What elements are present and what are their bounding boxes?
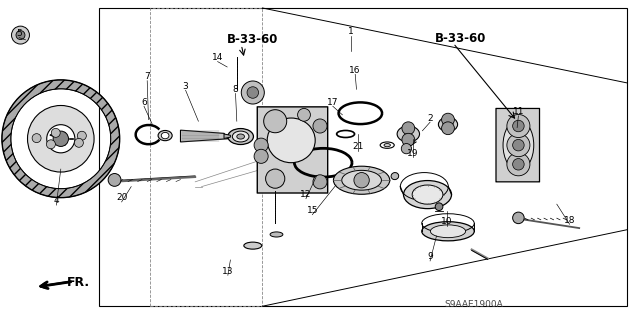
- Ellipse shape: [438, 117, 458, 132]
- Text: 5: 5: [17, 29, 22, 38]
- Text: 2: 2: [428, 114, 433, 122]
- Text: 20: 20: [116, 193, 127, 202]
- Circle shape: [12, 26, 29, 44]
- Circle shape: [47, 140, 56, 149]
- Ellipse shape: [503, 120, 534, 171]
- Ellipse shape: [237, 134, 244, 139]
- Ellipse shape: [397, 126, 420, 142]
- Text: 19: 19: [407, 149, 419, 158]
- Text: 15: 15: [307, 206, 318, 215]
- Circle shape: [16, 31, 25, 40]
- Bar: [99, 8, 627, 306]
- Circle shape: [354, 173, 369, 188]
- Text: 10: 10: [441, 217, 452, 226]
- Circle shape: [402, 122, 415, 135]
- Text: 1: 1: [348, 27, 353, 36]
- Circle shape: [108, 174, 121, 186]
- Text: 11: 11: [513, 107, 524, 116]
- Circle shape: [513, 120, 524, 132]
- Circle shape: [507, 134, 530, 157]
- Circle shape: [254, 138, 268, 152]
- FancyBboxPatch shape: [496, 108, 540, 182]
- Ellipse shape: [333, 166, 390, 194]
- Text: 9: 9: [428, 252, 433, 261]
- Circle shape: [507, 153, 530, 176]
- Circle shape: [247, 87, 259, 98]
- FancyBboxPatch shape: [257, 107, 328, 193]
- Circle shape: [401, 144, 412, 154]
- Polygon shape: [180, 130, 228, 142]
- Text: 13: 13: [222, 267, 234, 276]
- Circle shape: [435, 203, 443, 211]
- Ellipse shape: [342, 170, 381, 190]
- Text: B-33-60: B-33-60: [435, 32, 486, 45]
- Circle shape: [513, 159, 524, 170]
- Text: FR.: FR.: [67, 276, 90, 289]
- Circle shape: [28, 106, 94, 172]
- Circle shape: [402, 133, 415, 146]
- Text: 14: 14: [212, 53, 223, 62]
- Ellipse shape: [161, 132, 169, 139]
- Circle shape: [77, 131, 86, 140]
- Text: 6: 6: [141, 98, 147, 107]
- Polygon shape: [224, 134, 230, 138]
- Circle shape: [266, 169, 285, 188]
- Text: 21: 21: [353, 142, 364, 151]
- Ellipse shape: [430, 225, 466, 238]
- Text: 4: 4: [54, 197, 59, 205]
- Text: 17: 17: [327, 98, 339, 107]
- Circle shape: [51, 128, 60, 137]
- Circle shape: [32, 134, 41, 143]
- Bar: [150, 8, 262, 306]
- Text: 12: 12: [300, 190, 312, 199]
- Text: 7: 7: [145, 72, 150, 81]
- Ellipse shape: [228, 129, 253, 145]
- Circle shape: [442, 122, 454, 135]
- Ellipse shape: [404, 181, 452, 209]
- Circle shape: [298, 108, 310, 121]
- Ellipse shape: [384, 144, 390, 147]
- Circle shape: [313, 119, 327, 133]
- Text: 18: 18: [564, 216, 575, 225]
- Text: 16: 16: [349, 66, 361, 75]
- Circle shape: [313, 175, 327, 189]
- Ellipse shape: [422, 222, 474, 241]
- Circle shape: [47, 125, 75, 153]
- Text: 3: 3: [183, 82, 188, 91]
- Ellipse shape: [391, 173, 399, 180]
- Circle shape: [241, 81, 264, 104]
- Circle shape: [442, 113, 454, 126]
- Circle shape: [513, 212, 524, 224]
- Text: 8: 8: [233, 85, 238, 94]
- Ellipse shape: [270, 232, 283, 237]
- Circle shape: [507, 115, 530, 137]
- Circle shape: [254, 149, 268, 163]
- Ellipse shape: [412, 185, 443, 204]
- Text: S9AAE1900A: S9AAE1900A: [444, 300, 503, 309]
- Ellipse shape: [158, 130, 172, 141]
- Circle shape: [264, 110, 287, 133]
- Circle shape: [513, 139, 524, 151]
- Circle shape: [74, 138, 83, 147]
- Ellipse shape: [232, 131, 249, 142]
- Ellipse shape: [244, 242, 262, 249]
- Text: B-33-60: B-33-60: [227, 33, 278, 46]
- Ellipse shape: [268, 118, 315, 163]
- Circle shape: [53, 131, 68, 146]
